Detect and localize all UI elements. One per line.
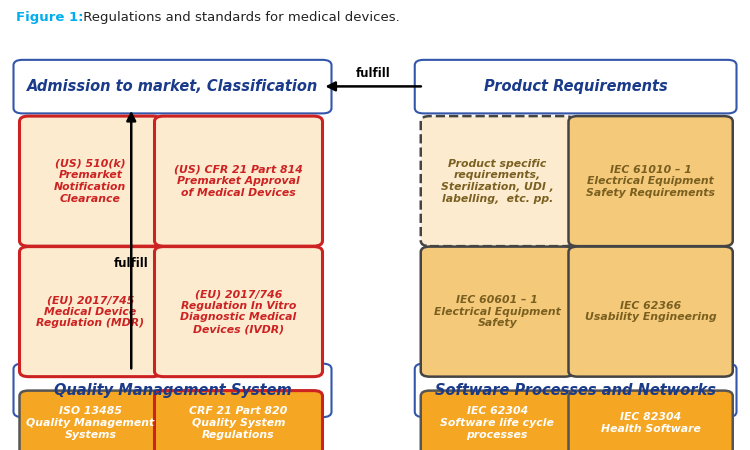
Text: fulfill: fulfill [114, 257, 148, 270]
Text: IEC 62366
Usability Engineering: IEC 62366 Usability Engineering [585, 301, 716, 322]
Text: IEC 82304
Health Software: IEC 82304 Health Software [601, 412, 700, 434]
Text: Software Processes and Networks: Software Processes and Networks [435, 383, 716, 398]
FancyBboxPatch shape [154, 247, 322, 377]
FancyBboxPatch shape [20, 247, 161, 377]
FancyBboxPatch shape [415, 60, 736, 113]
Text: (US) 510(k)
Premarket
Notification
Clearance: (US) 510(k) Premarket Notification Clear… [54, 159, 127, 203]
FancyBboxPatch shape [154, 116, 322, 246]
Text: Product specific
requirements,
Sterilization, UDI ,
labelling,  etc. pp.: Product specific requirements, Steriliza… [441, 159, 554, 203]
FancyBboxPatch shape [568, 116, 733, 246]
Text: Product Requirements: Product Requirements [484, 79, 668, 94]
FancyBboxPatch shape [20, 391, 161, 450]
Text: Admission to market, Classification: Admission to market, Classification [27, 79, 318, 94]
Text: IEC 60601 – 1
Electrical Equipment
Safety: IEC 60601 – 1 Electrical Equipment Safet… [433, 295, 561, 328]
FancyBboxPatch shape [421, 247, 574, 377]
Text: IEC 62304
Software life cycle
processes: IEC 62304 Software life cycle processes [440, 406, 554, 440]
FancyBboxPatch shape [421, 116, 574, 246]
FancyBboxPatch shape [13, 364, 332, 417]
FancyBboxPatch shape [568, 247, 733, 377]
Text: CRF 21 Part 820
Quality System
Regulations: CRF 21 Part 820 Quality System Regulatio… [189, 406, 288, 440]
FancyBboxPatch shape [568, 391, 733, 450]
Text: Regulations and standards for medical devices.: Regulations and standards for medical de… [79, 11, 400, 24]
Text: (EU) 2017/745
Medical Device
Regulation (MDR): (EU) 2017/745 Medical Device Regulation … [36, 295, 145, 328]
Text: IEC 61010 – 1
Electrical Equipment
Safety Requirements: IEC 61010 – 1 Electrical Equipment Safet… [586, 165, 716, 198]
Text: Figure 1:: Figure 1: [16, 11, 84, 24]
FancyBboxPatch shape [20, 116, 161, 246]
Text: (US) CFR 21 Part 814
Premarket Approval
of Medical Devices: (US) CFR 21 Part 814 Premarket Approval … [174, 165, 303, 198]
FancyBboxPatch shape [415, 364, 736, 417]
Text: (EU) 2017/746
Regulation In Vitro
Diagnostic Medical
Devices (IVDR): (EU) 2017/746 Regulation In Vitro Diagno… [180, 289, 296, 334]
Text: ISO 13485
Quality Management
Systems: ISO 13485 Quality Management Systems [26, 406, 154, 440]
FancyBboxPatch shape [154, 391, 322, 450]
FancyBboxPatch shape [421, 391, 574, 450]
Text: Quality Management System: Quality Management System [54, 383, 291, 398]
FancyBboxPatch shape [13, 60, 332, 113]
Text: fulfill: fulfill [356, 67, 390, 80]
